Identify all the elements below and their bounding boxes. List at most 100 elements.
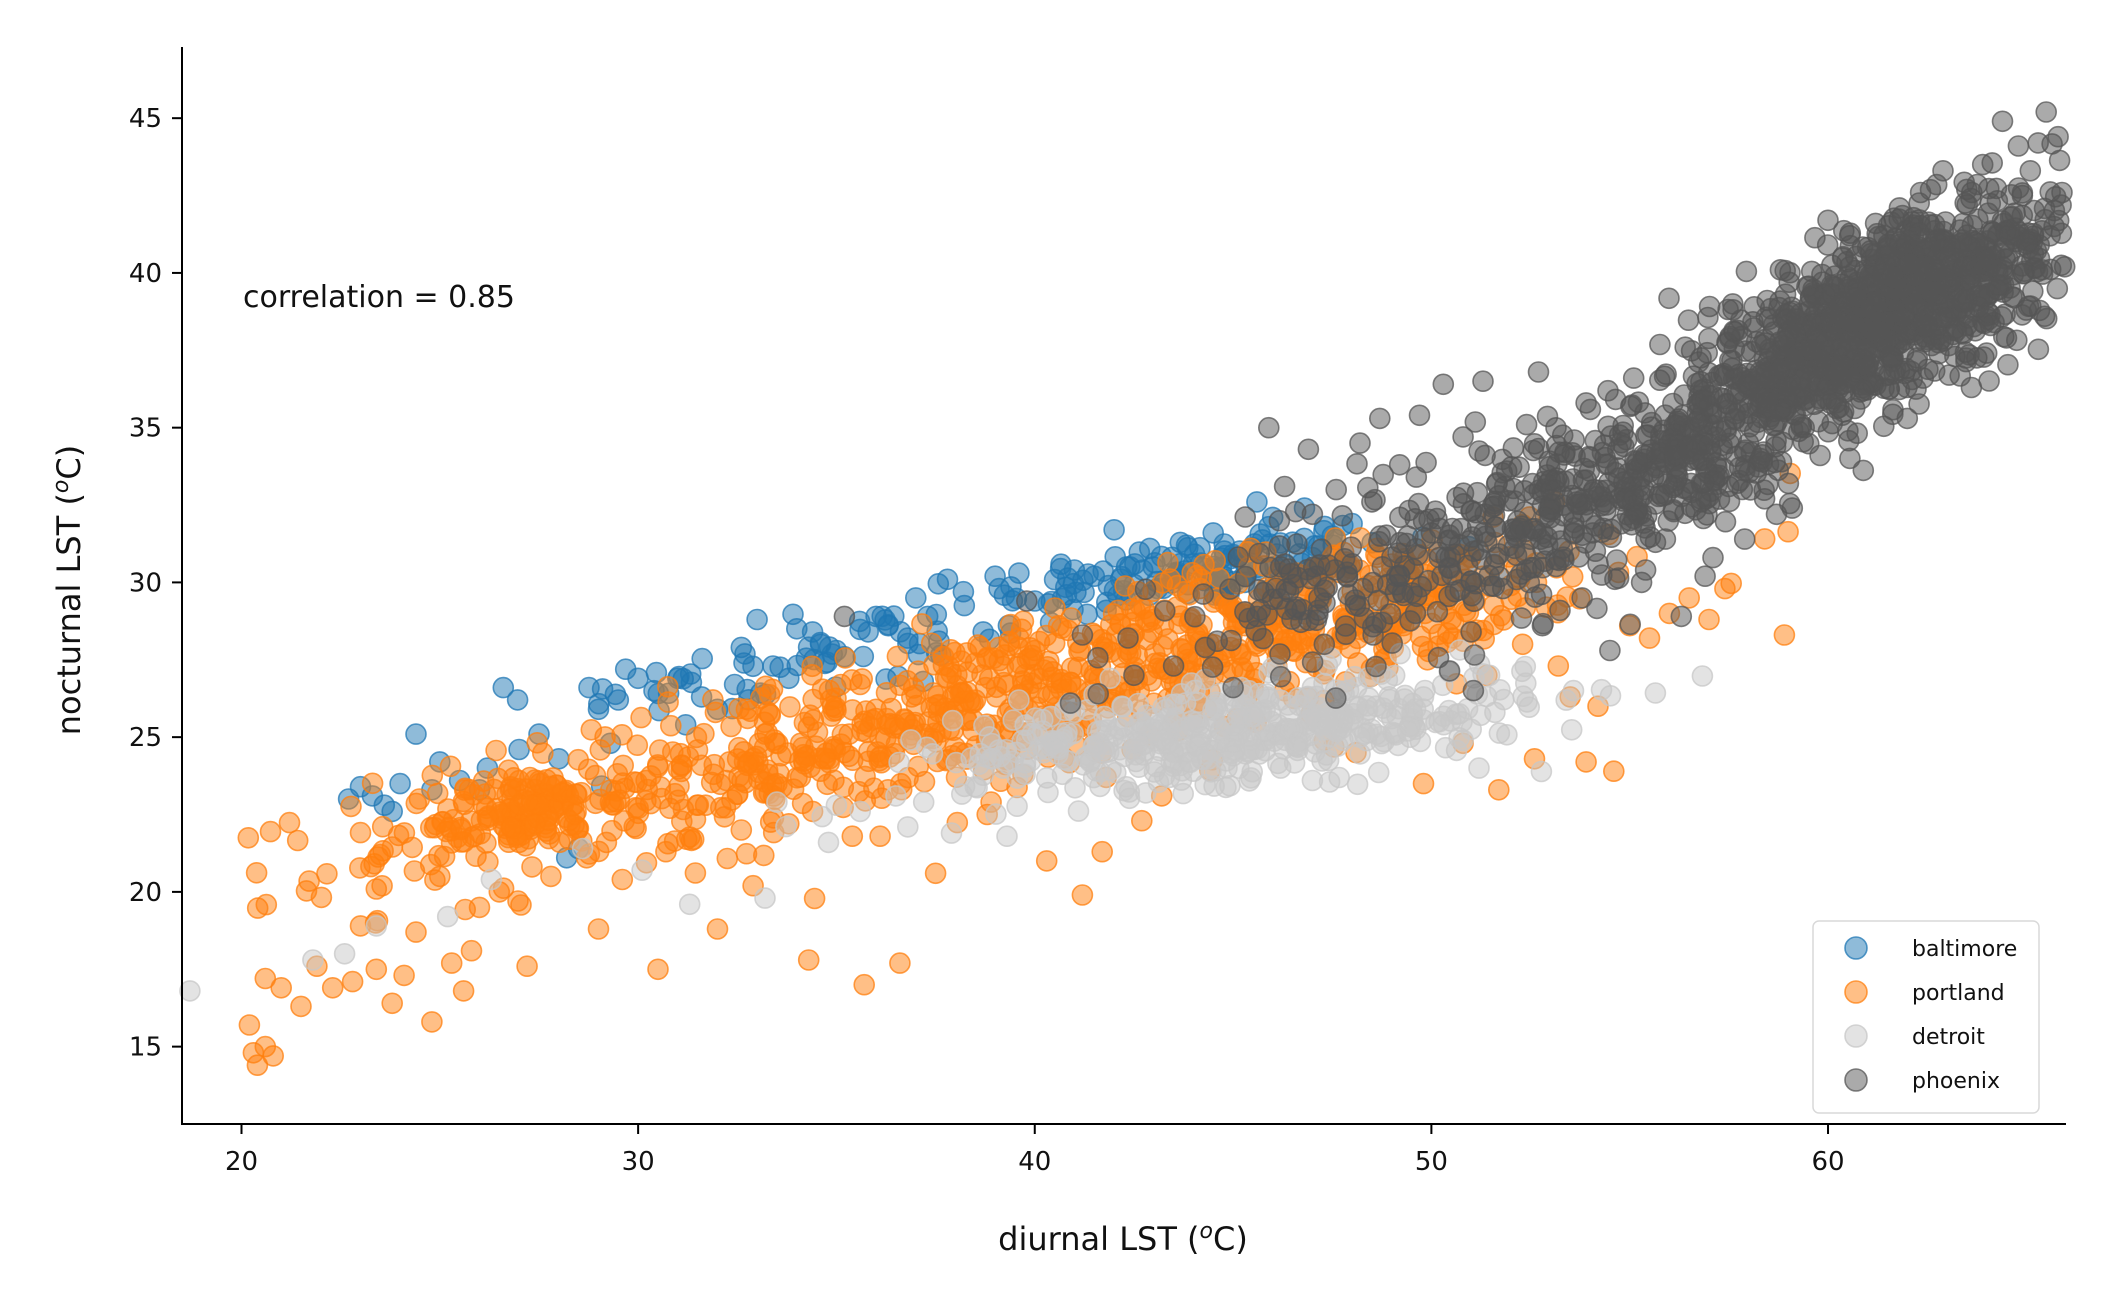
portland-point: [238, 1014, 261, 1036]
portland-point: [770, 744, 792, 767]
y-tick-label: 15: [129, 1033, 162, 1063]
detroit-point: [1412, 686, 1435, 708]
portland-point: [1059, 671, 1082, 694]
phoenix-point: [1460, 621, 1482, 643]
detroit-point: [1127, 732, 1149, 755]
legend-label-detroit: detroit: [1912, 1025, 1985, 1050]
portland-point: [421, 1011, 443, 1033]
phoenix-point: [1381, 632, 1403, 654]
portland-point: [290, 995, 312, 1018]
baltimore-point: [506, 689, 529, 711]
detroit-point: [1562, 679, 1585, 702]
portland-point: [834, 647, 857, 669]
portland-point: [259, 820, 282, 843]
baltimore-point: [405, 723, 427, 745]
y-tick-label: 45: [129, 104, 162, 134]
detroit-point: [1097, 741, 1120, 763]
portland-point: [1044, 597, 1066, 619]
baltimore-point: [1008, 562, 1030, 584]
detroit-point: [631, 859, 653, 882]
phoenix-point: [1269, 556, 1292, 578]
phoenix-point: [1759, 297, 1782, 320]
phoenix-point: [1016, 590, 1038, 612]
portland-point: [1492, 609, 1515, 631]
portland-point: [405, 921, 427, 943]
detroit-point: [1269, 689, 1292, 711]
phoenix-point: [1784, 347, 1807, 370]
portland-point: [262, 1045, 285, 1067]
detroit-point: [1308, 696, 1331, 719]
phoenix-point: [1924, 262, 1946, 284]
baltimore-point: [1119, 556, 1141, 578]
legend-label-phoenix: phoenix: [1912, 1069, 2000, 1094]
detroit-point: [811, 805, 834, 828]
phoenix-point: [2007, 135, 2030, 157]
portland-point: [841, 825, 864, 848]
detroit-point: [1496, 723, 1518, 746]
portland-point: [1006, 656, 1029, 678]
phoenix-point: [1658, 287, 1680, 310]
phoenix-point: [1733, 528, 1756, 550]
phoenix-point: [2043, 215, 2065, 238]
phoenix-point: [1335, 623, 1357, 646]
x-axis-label: diurnal LST (oC): [998, 1219, 1248, 1258]
phoenix-point: [1864, 212, 1887, 235]
portland-point: [503, 766, 525, 789]
legend: baltimore portland detroit phoenix: [1812, 920, 2040, 1114]
phoenix-point: [1587, 552, 1609, 575]
phoenix-point: [1273, 475, 1296, 498]
phoenix-point: [1698, 295, 1721, 318]
portland-point: [1561, 565, 1584, 588]
portland-point: [803, 887, 826, 910]
phoenix-point: [1268, 509, 1291, 532]
detroit-point: [179, 980, 201, 1002]
baltimore-point: [587, 698, 610, 721]
phoenix-point: [1627, 391, 1650, 414]
phoenix-point: [1801, 339, 1823, 362]
portland-point: [721, 789, 743, 811]
portland-point: [460, 939, 483, 962]
phoenix-point: [1821, 254, 1843, 277]
phoenix-point: [1388, 565, 1411, 588]
phoenix-point: [1852, 459, 1875, 482]
phoenix-point: [1769, 258, 1792, 281]
phoenix-point: [1604, 388, 1627, 411]
detroit-point: [825, 794, 848, 817]
detroit-point: [1031, 720, 1054, 742]
detroit-point: [1008, 689, 1030, 711]
phoenix-point: [2035, 101, 2057, 123]
detroit-point: [1367, 761, 1390, 784]
phoenix-point: [1444, 580, 1466, 603]
phoenix-point: [1698, 361, 1720, 384]
portland-point: [1091, 840, 1113, 863]
portland-point: [911, 613, 933, 635]
phoenix-point: [1117, 627, 1139, 649]
portland-point: [682, 828, 705, 851]
portland-point: [889, 952, 911, 974]
phoenix-point: [1539, 469, 1562, 492]
legend-marker-detroit: [1844, 1024, 1868, 1048]
phoenix-point: [1219, 578, 1241, 600]
phoenix-point: [1258, 416, 1280, 439]
portland-point: [932, 645, 955, 668]
detroit-point: [1644, 682, 1667, 704]
phoenix-point: [1730, 379, 1752, 402]
detroit-point: [1396, 720, 1419, 742]
baltimore-point: [984, 565, 1006, 588]
portland-point: [439, 755, 462, 778]
detroit-point: [885, 785, 907, 807]
portland-point: [988, 636, 1010, 659]
baltimore-point: [723, 673, 746, 696]
phoenix-point: [1960, 376, 1983, 399]
portland-point: [706, 918, 729, 940]
detroit-point: [1452, 729, 1474, 752]
portland-point: [286, 829, 309, 852]
phoenix-point: [1821, 302, 1843, 325]
phoenix-point: [1337, 583, 1359, 606]
phoenix-point: [1868, 320, 1891, 343]
y-tick-label: 35: [129, 414, 162, 444]
portland-point: [521, 856, 543, 878]
phoenix-point: [1809, 444, 1831, 467]
phoenix-point: [1301, 503, 1324, 526]
portland-point: [1024, 639, 1046, 662]
